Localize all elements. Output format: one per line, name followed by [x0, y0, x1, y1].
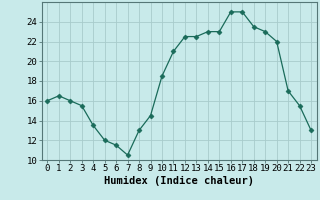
X-axis label: Humidex (Indice chaleur): Humidex (Indice chaleur) [104, 176, 254, 186]
